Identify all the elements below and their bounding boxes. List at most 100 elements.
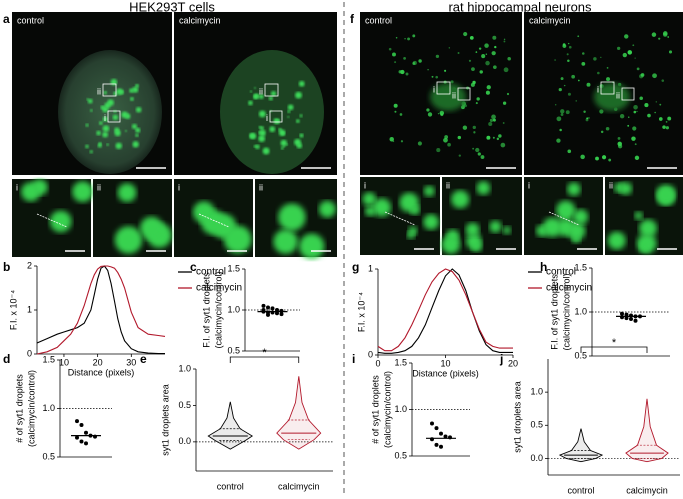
series-line: [377, 268, 513, 352]
droplet: [132, 86, 139, 93]
droplet: [258, 110, 266, 118]
droplet: [667, 116, 672, 121]
droplet: [49, 210, 72, 233]
data-point: [84, 430, 88, 435]
droplet: [617, 46, 621, 51]
droplet: [496, 137, 500, 141]
droplet: [655, 101, 657, 103]
droplet: [103, 90, 108, 95]
violin: [276, 376, 322, 450]
droplet: [112, 114, 119, 121]
zoom-tile: ii: [93, 179, 172, 257]
droplet: [417, 141, 422, 146]
droplet: [608, 158, 612, 162]
droplet: [135, 106, 142, 113]
droplet: [435, 54, 440, 59]
droplet: [259, 126, 265, 131]
droplet: [502, 226, 511, 235]
tile-label: i: [16, 182, 18, 192]
y-tick-label: 0.0: [530, 453, 543, 463]
x-tick-label: calcimycin: [626, 485, 668, 495]
droplet: [262, 147, 270, 155]
tile-label: ii: [259, 182, 263, 192]
droplet: [406, 231, 415, 240]
droplet: [132, 141, 139, 148]
droplet: [451, 190, 470, 209]
droplet: [475, 51, 478, 53]
droplet: [659, 103, 662, 106]
droplet: [575, 100, 578, 102]
droplet: [567, 182, 581, 196]
roi-label: i: [433, 84, 435, 94]
droplet: [476, 181, 491, 195]
y-axis-label: F.I. x 10⁻⁴: [356, 292, 366, 332]
droplet: [560, 109, 565, 114]
droplet: [364, 205, 376, 217]
droplet: [393, 103, 398, 108]
y-tick-label: 1: [368, 263, 373, 273]
data-point: [261, 303, 266, 308]
droplet: [72, 181, 94, 203]
droplet: [447, 142, 451, 147]
droplet: [606, 77, 611, 82]
droplet: [102, 116, 108, 122]
droplet: [481, 54, 486, 59]
roi-box: [600, 81, 615, 95]
droplet: [114, 129, 121, 137]
y-tick-label: 1.0: [227, 304, 240, 314]
droplet: [617, 141, 622, 147]
legend-label: control: [546, 267, 576, 278]
droplet: [296, 142, 303, 149]
data-point: [443, 434, 448, 439]
droplet: [502, 101, 507, 105]
droplet: [600, 130, 604, 134]
droplet: [253, 94, 259, 100]
droplet: [255, 144, 260, 150]
droplet: [634, 211, 643, 220]
x-tick-label: 20: [93, 357, 103, 367]
droplet: [503, 38, 506, 41]
droplet: [605, 126, 610, 131]
droplet: [86, 98, 89, 101]
droplet: [116, 88, 123, 95]
droplet: [632, 126, 637, 131]
droplet: [394, 61, 397, 64]
y-axis-label: F.I. of syt1 droplets: [201, 272, 211, 348]
data-point: [434, 442, 439, 447]
section-title: HEK293T cells: [129, 0, 215, 14]
roi-box: [269, 110, 283, 123]
cell-body: [220, 50, 324, 174]
droplet: [480, 155, 485, 159]
roi-box: [621, 87, 635, 101]
violin: [207, 401, 254, 450]
droplet: [567, 222, 586, 240]
droplet: [476, 97, 480, 101]
droplet: [668, 50, 673, 54]
y-tick-label: 0.5: [178, 400, 191, 410]
droplet: [280, 139, 288, 147]
data-point: [439, 444, 443, 449]
y-tick-label: 0.5: [530, 420, 543, 430]
violin: [558, 428, 604, 463]
droplet: [287, 104, 294, 111]
data-point: [266, 305, 270, 310]
violin: [625, 398, 669, 463]
data-point: [270, 306, 275, 311]
tile-label: ii: [609, 180, 613, 190]
droplet: [472, 147, 475, 150]
y-tick-label: 1: [27, 304, 32, 314]
droplet: [399, 113, 403, 116]
droplet: [431, 75, 434, 78]
droplet: [580, 154, 585, 160]
droplet: [633, 104, 638, 110]
y-tick-label: 0.5: [394, 450, 407, 460]
y-axis-label: syt1 droplets area: [512, 381, 522, 453]
droplet: [503, 67, 509, 73]
droplet: [249, 90, 253, 93]
droplet: [462, 125, 468, 130]
y-axis-label: (calcimycin/control): [561, 273, 571, 350]
data-point: [620, 311, 624, 316]
droplet: [287, 115, 290, 118]
droplet: [465, 222, 480, 237]
